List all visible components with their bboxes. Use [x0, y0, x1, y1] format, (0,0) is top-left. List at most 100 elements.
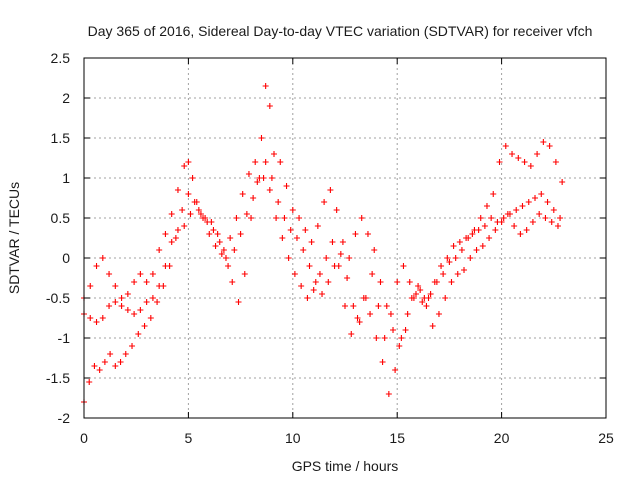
data-point: [475, 227, 482, 233]
data-point: [527, 163, 534, 169]
data-point: [93, 263, 100, 269]
data-point: [93, 319, 100, 325]
data-point: [185, 159, 192, 165]
x-tick-label: 0: [80, 430, 88, 446]
data-point: [364, 231, 371, 237]
data-point: [91, 363, 98, 369]
data-point: [308, 239, 315, 245]
axis-ticks: 0 5 10 15 20 25 -2 -1.5 -1 -0.5 0 0.5 1 1.5 2 2.5: [46, 50, 614, 446]
y-tick-label: 0.5: [51, 210, 71, 226]
data-point: [381, 335, 388, 341]
data-point: [316, 271, 323, 277]
data-point: [218, 251, 225, 257]
data-point: [548, 219, 555, 225]
data-point: [273, 215, 280, 221]
data-point: [248, 215, 255, 221]
data-point: [281, 215, 288, 221]
data-point: [544, 199, 551, 205]
data-point: [252, 159, 259, 165]
x-tick-label: 5: [185, 430, 193, 446]
data-point: [99, 255, 106, 261]
data-point: [369, 271, 376, 277]
data-point: [367, 311, 374, 317]
data-point: [262, 159, 269, 165]
y-tick-label: -2: [58, 410, 71, 426]
data-point: [206, 231, 213, 237]
data-point: [131, 311, 138, 317]
data-point: [396, 343, 403, 349]
data-point: [379, 359, 386, 365]
data-point: [398, 335, 405, 341]
data-point: [214, 231, 221, 237]
data-point: [486, 235, 493, 241]
data-point: [450, 243, 457, 249]
data-point: [179, 207, 186, 213]
data-point: [429, 323, 436, 329]
data-point: [517, 231, 524, 237]
x-tick-label: 10: [285, 430, 301, 446]
data-point: [550, 207, 557, 213]
data-point: [291, 271, 298, 277]
data-point: [112, 363, 119, 369]
data-point: [415, 283, 422, 289]
data-point: [275, 199, 282, 205]
data-point: [502, 143, 509, 149]
data-point: [266, 103, 273, 109]
data-point: [227, 235, 234, 241]
data-point: [149, 271, 156, 277]
data-point: [314, 223, 321, 229]
data-point: [536, 211, 543, 217]
y-tick-label: 0: [62, 250, 70, 266]
data-point: [509, 151, 516, 157]
data-point: [529, 219, 536, 225]
data-point: [540, 139, 547, 145]
data-point: [220, 247, 227, 253]
data-point: [225, 263, 232, 269]
data-point: [197, 211, 204, 217]
data-point: [431, 279, 438, 285]
data-point: [442, 295, 449, 301]
data-point: [300, 247, 307, 253]
data-point: [306, 263, 313, 269]
data-markers: [81, 83, 566, 405]
data-point: [538, 191, 545, 197]
data-point: [166, 263, 173, 269]
data-point: [552, 159, 559, 165]
data-point: [488, 215, 495, 221]
data-point: [435, 311, 442, 317]
data-point: [498, 219, 505, 225]
data-point: [479, 243, 486, 249]
data-point: [298, 283, 305, 289]
data-point: [444, 255, 451, 261]
data-point: [483, 203, 490, 209]
data-point: [394, 279, 401, 285]
data-point: [371, 247, 378, 253]
data-point: [390, 327, 397, 333]
data-point: [237, 231, 244, 237]
data-point: [243, 211, 250, 217]
data-point: [118, 303, 125, 309]
data-point: [181, 223, 188, 229]
data-point: [358, 215, 365, 221]
data-point: [172, 235, 179, 241]
data-point: [283, 183, 290, 189]
data-point: [354, 315, 361, 321]
y-tick-label: 1: [62, 170, 70, 186]
x-tick-label: 25: [598, 430, 614, 446]
data-point: [241, 271, 248, 277]
data-point: [131, 279, 138, 285]
data-point: [210, 227, 217, 233]
data-point: [463, 235, 470, 241]
data-point: [285, 255, 292, 261]
data-point: [375, 303, 382, 309]
data-point: [477, 215, 484, 221]
data-point: [329, 239, 336, 245]
data-point: [473, 247, 480, 253]
data-point: [212, 243, 219, 249]
data-point: [534, 151, 541, 157]
data-point: [239, 191, 246, 197]
series-track-a: [81, 83, 566, 349]
data-point: [423, 303, 430, 309]
data-point: [260, 175, 267, 181]
